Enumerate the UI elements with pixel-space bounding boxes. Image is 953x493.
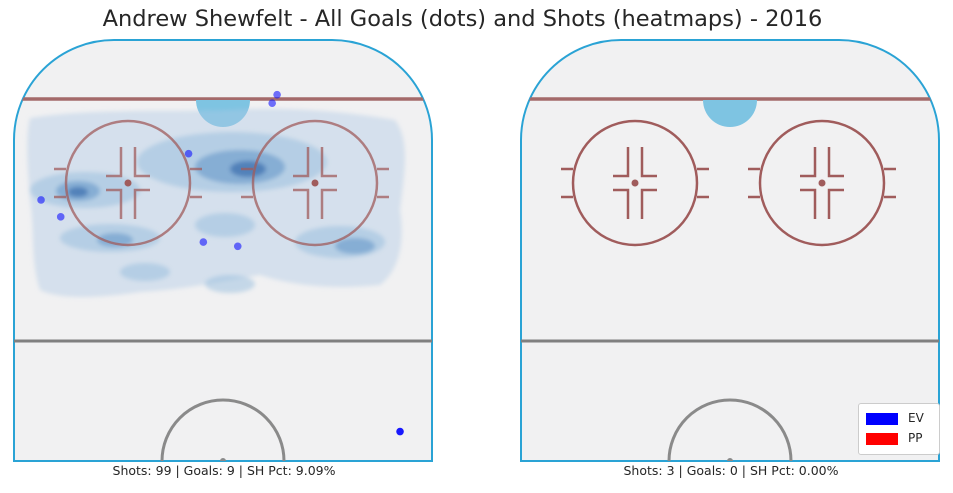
legend-swatch-pp <box>866 433 898 445</box>
faceoff-dot <box>124 179 132 187</box>
legend-swatch-ev <box>866 413 898 425</box>
caption-left: Shots: 99 | Goals: 9 | SH Pct: 9.09% <box>112 463 336 478</box>
goal-dot <box>56 213 65 221</box>
legend-label-ev: EV <box>908 411 924 425</box>
faceoff-circle-right-2 <box>748 119 896 247</box>
goal-dot <box>199 238 208 246</box>
faceoff-dot <box>818 179 826 187</box>
goal-dot <box>184 149 193 158</box>
goal-dots-left <box>3 90 404 436</box>
faceoff-circle-right-1 <box>561 119 709 247</box>
rink-left-center-circle <box>160 398 286 461</box>
faceoff-dot <box>311 179 319 187</box>
heatmap-region <box>335 238 375 254</box>
goal-dot <box>268 99 276 107</box>
chart-title: Andrew Shewfelt - All Goals (dots) and S… <box>102 6 823 32</box>
goal-dot <box>396 427 404 436</box>
center-dot <box>220 458 226 461</box>
heatmap-region <box>195 213 255 237</box>
goal-dot <box>233 242 242 251</box>
goal-dot <box>3 146 11 154</box>
goal-dot <box>273 90 281 99</box>
faceoff-circle-left-1 <box>54 119 202 247</box>
heatmap-region <box>97 233 133 247</box>
rink-left <box>3 39 433 462</box>
shot-heatmap-left <box>27 108 405 297</box>
center-dot <box>727 458 733 461</box>
rink-right <box>520 39 940 462</box>
heatmap-region <box>205 275 255 293</box>
heatmap-region <box>120 263 170 281</box>
legend-label-pp: PP <box>908 431 923 445</box>
faceoff-circle-left-2 <box>241 119 389 247</box>
rink-right-boards <box>520 39 940 462</box>
legend: EV PP <box>858 403 940 455</box>
rink-right-center-circle <box>667 398 793 461</box>
caption-right: Shots: 3 | Goals: 0 | SH Pct: 0.00% <box>623 463 839 478</box>
goal-dot <box>37 196 45 204</box>
heatmap-region <box>68 187 88 197</box>
rink-right-crease <box>703 100 757 127</box>
faceoff-dot <box>631 179 639 187</box>
